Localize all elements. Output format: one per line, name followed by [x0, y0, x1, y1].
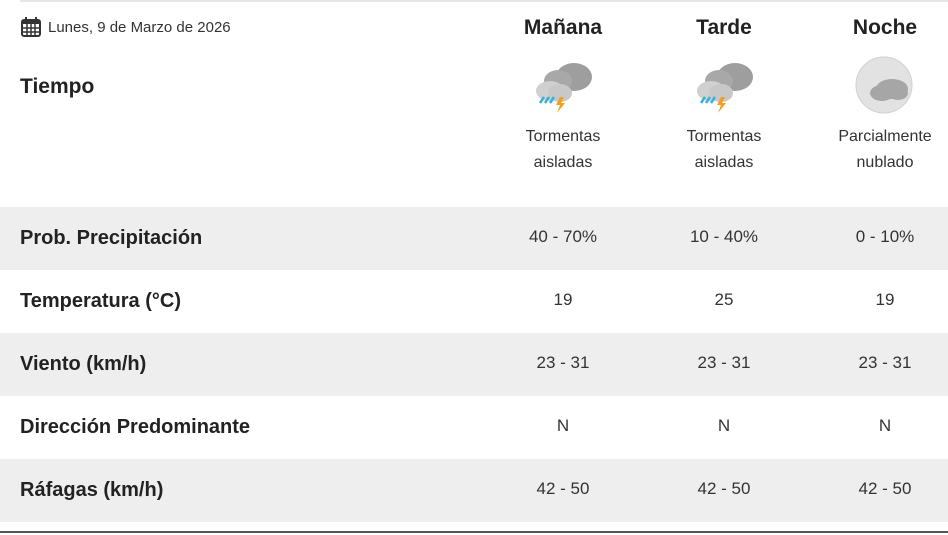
period-column: Mañana Tormentas aisladas	[483, 16, 643, 176]
thunderstorm-icon	[483, 54, 643, 116]
row-value: 42 - 50	[697, 479, 751, 498]
period-desc: Tormentas	[686, 128, 762, 145]
row-value: 23 - 31	[697, 353, 751, 372]
period-name: Mañana	[523, 16, 603, 39]
row-label: Viento (km/h)	[20, 353, 147, 375]
date-header: Lunes, 9 de Marzo de 2026	[20, 16, 231, 38]
period-column: Tarde Tormentas aisladas	[644, 16, 804, 176]
thunderstorm-icon	[644, 54, 804, 116]
table-row: Dirección Predominante N N N	[0, 396, 948, 459]
row-value: 19	[875, 290, 895, 309]
period-desc: aisladas	[694, 154, 754, 171]
period-desc: Tormentas	[525, 128, 601, 145]
row-value: 0 - 10%	[855, 227, 915, 246]
row-label: Ráfagas (km/h)	[20, 479, 164, 501]
table-row: Ráfagas (km/h) 42 - 50 42 - 50 42 - 50	[0, 459, 948, 522]
row-value: 10 - 40%	[689, 227, 759, 246]
calendar-icon	[21, 17, 41, 37]
period-name: Noche	[852, 16, 918, 39]
row-label: Prob. Precipitación	[20, 227, 203, 249]
section-title: Tiempo	[20, 75, 95, 98]
date-text: Lunes, 9 de Marzo de 2026	[48, 18, 231, 36]
table-row: Temperatura (°C) 19 25 19	[0, 270, 948, 333]
row-value: 25	[714, 290, 734, 309]
partly-cloudy-night-icon	[805, 54, 948, 116]
period-column: Noche Parcialmente nublado	[805, 16, 948, 176]
row-label: Temperatura (°C)	[20, 290, 181, 312]
table-row: Prob. Precipitación 40 - 70% 10 - 40% 0 …	[0, 207, 948, 270]
row-value: N	[556, 416, 570, 435]
top-divider	[20, 0, 948, 2]
row-value: 42 - 50	[858, 479, 912, 498]
table-row: Viento (km/h) 23 - 31 23 - 31 23 - 31	[0, 333, 948, 396]
row-value: 19	[553, 290, 573, 309]
bottom-divider	[0, 531, 948, 533]
period-desc: aisladas	[533, 154, 593, 171]
row-value: N	[717, 416, 731, 435]
period-desc: Parcialmente	[838, 128, 932, 145]
period-desc: nublado	[856, 154, 914, 171]
row-value: 23 - 31	[858, 353, 912, 372]
row-value: N	[878, 416, 892, 435]
row-value: 23 - 31	[536, 353, 590, 372]
row-label: Dirección Predominante	[20, 416, 251, 438]
row-value: 42 - 50	[536, 479, 590, 498]
period-name: Tarde	[696, 16, 752, 39]
row-value: 40 - 70%	[528, 227, 598, 246]
